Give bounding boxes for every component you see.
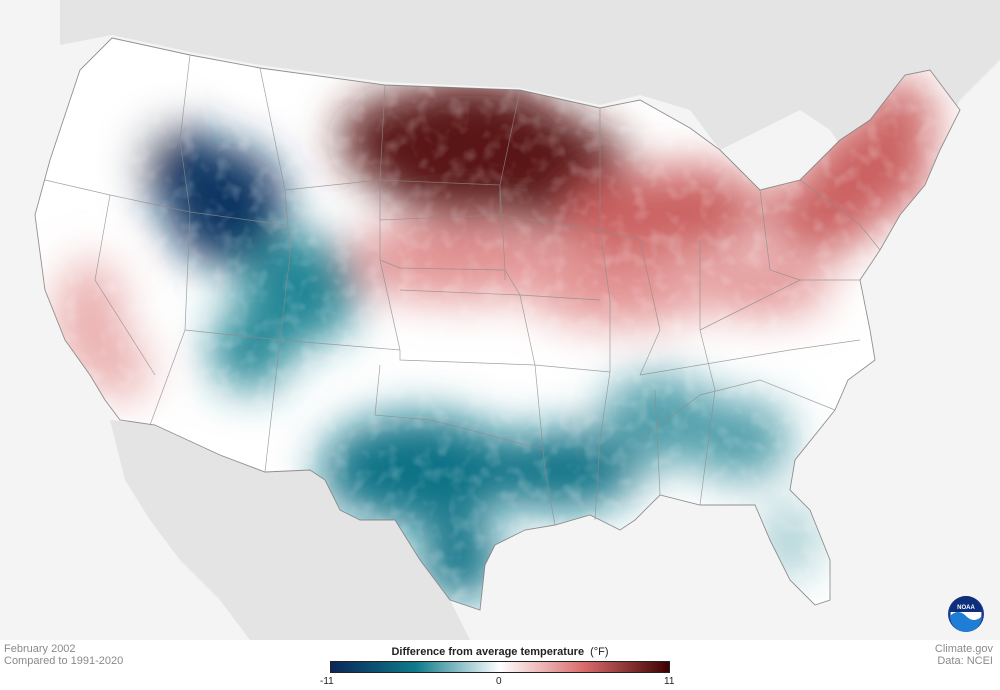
period-label: February 2002	[4, 643, 76, 655]
baseline-label: Compared to 1991-2020	[4, 655, 124, 667]
noaa-logo-icon: NOAA	[948, 596, 984, 632]
legend-max-tick: 11	[664, 676, 675, 687]
legend-min-tick: -11	[320, 676, 334, 687]
credit-label: Climate.gov	[934, 643, 993, 655]
map-footer: February 2002 Compared to 1991-2020 Diff…	[0, 640, 1000, 690]
temperature-anomaly-map: NOAA	[0, 0, 1000, 640]
source-label: Data: NCEI	[937, 655, 993, 667]
state-borders	[34, 37, 961, 611]
legend-color-bar	[330, 661, 670, 673]
noaa-logo-text: NOAA	[957, 605, 975, 611]
credit-caption: Climate.gov Data: NCEI	[935, 643, 993, 667]
legend-mid-tick: 0	[496, 676, 502, 687]
canada-land	[60, 0, 1000, 200]
period-caption: February 2002 Compared to 1991-2020	[4, 643, 123, 667]
legend-unit: (°F)	[590, 646, 609, 658]
legend-title: Difference from average temperature (°F)	[330, 646, 670, 658]
legend-title-text: Difference from average temperature	[391, 646, 585, 658]
mexico-land	[110, 420, 470, 640]
